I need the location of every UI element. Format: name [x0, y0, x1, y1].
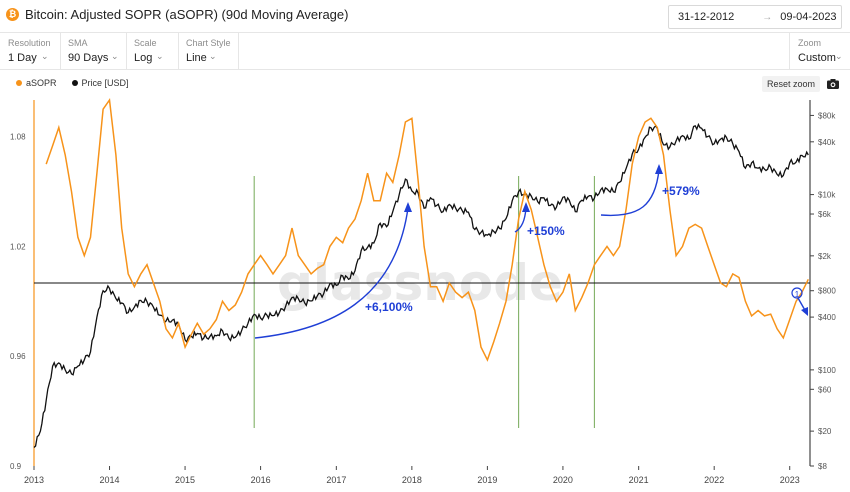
y-left-tick-label: 1.08 — [10, 133, 26, 142]
y-right-tick-label: $80k — [818, 111, 836, 120]
x-ticks: 2013 2014 2015 2016 2017 2018 2019 2020 2021 2022… — [24, 466, 800, 485]
page-title: Bitcoin: Adjusted SOPR (aSOPR) (90d Movi… — [25, 7, 349, 22]
annotation-circle-1 — [791, 287, 803, 299]
resolution-label: Resolution — [8, 38, 51, 48]
y-right-tick-label: $20 — [818, 427, 832, 436]
legend-label-asopr: aSOPR — [26, 78, 57, 88]
chevron-down-icon: ⌄ — [156, 51, 164, 61]
x-tick-label: 2017 — [326, 475, 346, 485]
bitcoin-icon: ₿ — [6, 8, 19, 21]
sma-value: 90 Days — [68, 52, 109, 64]
x-tick-label: 2013 — [24, 475, 44, 485]
legend-label-price: Price [USD] — [81, 78, 129, 88]
resolution-value: 1 Day — [8, 52, 37, 64]
arrowhead-6100 — [404, 202, 412, 212]
annotation-150: +150% — [527, 224, 565, 238]
chevron-down-icon: ⌄ — [835, 51, 843, 61]
chart-style-label: Chart Style — [186, 38, 231, 48]
y-right-tick-label: $2k — [818, 252, 832, 261]
y-right-ticks: $8 $20 $60 $100 $400 $800 $2k $6k $10k $40k $80k — [810, 111, 836, 471]
y-left-ticks: 0.9 0.96 1.02 1.08 — [10, 133, 26, 471]
chart-legend: aSOPR Price [USD] — [0, 78, 129, 88]
chevron-down-icon: ⌄ — [209, 51, 217, 61]
annotation-6100: +6,100% — [365, 300, 413, 314]
chevron-down-icon: ⌄ — [41, 51, 49, 61]
controls-bar: Resolution 1 Day ⌄ SMA 90 Days ⌄ Scale L… — [0, 33, 850, 70]
y-right-tick-label: $400 — [818, 313, 836, 322]
resolution-select[interactable]: Resolution 1 Day ⌄ — [0, 33, 61, 69]
y-right-tick-label: $60 — [818, 385, 832, 394]
y-left-tick-label: 1.02 — [10, 242, 26, 251]
x-tick-label: 2014 — [100, 475, 120, 485]
arrow-right-icon: → — [762, 11, 773, 23]
legend-item-price[interactable]: Price [USD] — [71, 78, 129, 88]
asopr-series-line — [45, 97, 809, 362]
x-tick-label: 2023 — [780, 475, 800, 485]
y-right-tick-label: $800 — [818, 287, 836, 296]
legend-dot-asopr — [16, 80, 22, 86]
y-left-tick-label: 0.9 — [10, 462, 22, 471]
y-right-tick-label: $6k — [818, 210, 832, 219]
top-bar: ₿ Bitcoin: Adjusted SOPR (aSOPR) (90d Mo… — [0, 0, 850, 33]
arrow-6100 — [254, 207, 409, 339]
arrow-heads — [404, 164, 808, 316]
annotation-579: +579% — [662, 184, 700, 198]
x-tick-label: 2016 — [251, 475, 271, 485]
arrowhead-150 — [522, 202, 530, 212]
scale-value: Log — [134, 52, 153, 64]
legend-item-asopr[interactable]: aSOPR — [16, 78, 57, 88]
date-to[interactable]: 09-04-2023 — [780, 11, 837, 23]
camera-icon[interactable] — [826, 77, 840, 91]
y-left-tick-label: 0.96 — [10, 352, 26, 361]
x-tick-label: 2019 — [477, 475, 497, 485]
arrowhead-1 — [801, 307, 808, 316]
sma-label: SMA — [68, 38, 88, 48]
x-tick-label: 2020 — [553, 475, 573, 485]
x-tick-label: 2021 — [629, 475, 649, 485]
arrow-579 — [600, 169, 660, 217]
zoom-label: Zoom — [798, 38, 822, 48]
annotation-label-1: 1 — [795, 290, 800, 299]
sma-select[interactable]: SMA 90 Days ⌄ — [60, 33, 127, 69]
legend-dot-price — [71, 80, 78, 86]
title-wrap: ₿ Bitcoin: Adjusted SOPR (aSOPR) (90d Mo… — [6, 7, 348, 22]
y-right-tick-label: $100 — [818, 366, 836, 375]
zoom-value: Custom — [798, 52, 836, 64]
zoom-select[interactable]: Zoom Custom ⌄ — [789, 33, 850, 69]
y-right-tick-label: $10k — [818, 191, 836, 200]
y-right-tick-label: $8 — [818, 462, 827, 471]
scale-select[interactable]: Scale Log ⌄ — [126, 33, 179, 69]
x-tick-label: 2018 — [402, 475, 422, 485]
date-from[interactable]: 31-12-2012 — [678, 11, 735, 23]
reset-zoom-button[interactable]: Reset zoom — [762, 76, 820, 92]
date-range-picker[interactable]: 31-12-2012 → 09-04-2023 — [668, 5, 842, 29]
chart-style-select[interactable]: Chart Style Line ⌄ — [178, 33, 239, 69]
x-tick-label: 2015 — [175, 475, 195, 485]
chart-style-value: Line — [186, 52, 207, 64]
y-right-tick-label: $40k — [818, 138, 836, 147]
chevron-down-icon: ⌄ — [111, 51, 119, 61]
arrowhead-579 — [655, 164, 663, 174]
scale-label: Scale — [134, 38, 157, 48]
x-tick-label: 2022 — [704, 475, 724, 485]
